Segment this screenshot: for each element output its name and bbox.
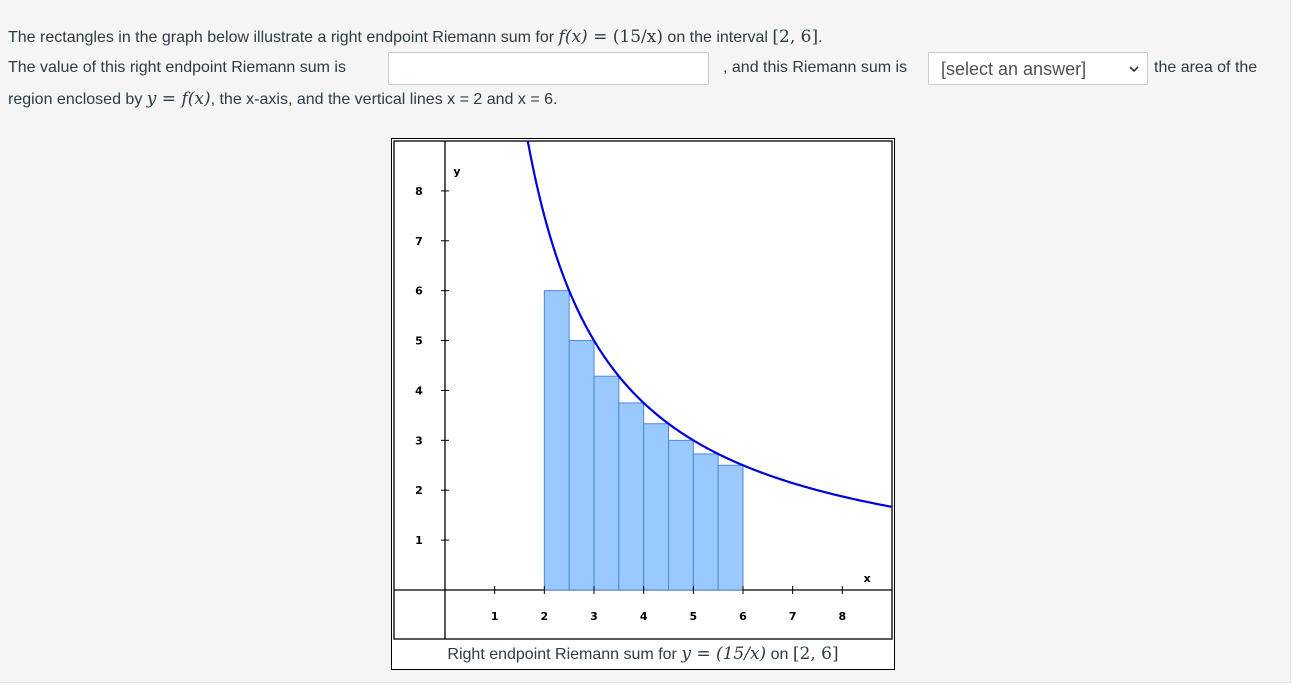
x-tick-label-1: 1 — [491, 610, 499, 623]
riemann-bar-8 — [717, 464, 744, 591]
riemann-bar-7 — [692, 453, 719, 591]
function-notation: f(x) = (15/x) — [558, 27, 663, 47]
y-tick-label-2: 2 — [415, 484, 423, 497]
graph-caption: Right endpoint Riemann sum for y = (15/x… — [447, 644, 839, 664]
y-tick-label-6: 6 — [415, 285, 423, 298]
question-line-3: region enclosed by y = f(x), the x-axis,… — [8, 89, 558, 109]
question-line-1: The rectangles in the graph below illust… — [8, 27, 823, 47]
question-text: The rectangles in the graph below illust… — [8, 29, 559, 46]
riemann-bar-4 — [618, 402, 645, 591]
comparison-select-value: [select an answer] — [941, 59, 1087, 79]
riemann-bar-5 — [643, 423, 670, 591]
graph-canvas: 1 2 3 4 5 6 7 8 1 2 3 4 5 6 7 8 y x — [393, 140, 893, 640]
y-tick-label-3: 3 — [415, 434, 423, 447]
x-tick-label-4: 4 — [640, 610, 648, 623]
comparison-prompt: , and this Riemann sum is — [723, 59, 908, 76]
interval-notation: [2, 6] — [772, 27, 819, 47]
y-tick-label-4: 4 — [415, 384, 423, 397]
question-text: on the interval — [662, 29, 773, 46]
riemann-bar-1 — [543, 290, 570, 591]
riemann-sum-graph: 1 2 3 4 5 6 7 8 1 2 3 4 5 6 7 8 y x Right endpoint Rieman… — [391, 138, 895, 670]
riemann-bar-2 — [568, 340, 595, 591]
x-tick-label-3: 3 — [590, 610, 598, 623]
comparison-select[interactable]: [select an answer] — [928, 52, 1148, 85]
riemann-sum-prompt: The value of this right endpoint Riemann… — [8, 59, 346, 76]
x-tick-label-7: 7 — [789, 610, 797, 623]
riemann-sum-answer-input[interactable] — [388, 52, 709, 85]
plot-frame — [393, 140, 893, 640]
y-axis-label: y — [453, 165, 460, 178]
y-equals-fx: y = f(x) — [146, 89, 211, 109]
x-tick-label-5: 5 — [690, 610, 698, 623]
riemann-bar-6 — [668, 439, 694, 591]
y-tick-label-8: 8 — [415, 185, 423, 198]
x-tick-label-2: 2 — [541, 610, 549, 623]
chevron-down-icon — [1129, 66, 1139, 73]
y-tick-label-1: 1 — [415, 534, 423, 547]
x-tick-label-8: 8 — [839, 610, 847, 623]
question-text-end: the area of the — [1154, 59, 1258, 76]
function-curve — [526, 141, 892, 508]
riemann-bar-3 — [593, 375, 620, 591]
x-axis-label: x — [864, 572, 871, 585]
x-tick-label-6: 6 — [739, 610, 747, 623]
y-tick-label-5: 5 — [415, 335, 423, 348]
y-tick-label-7: 7 — [415, 235, 423, 248]
